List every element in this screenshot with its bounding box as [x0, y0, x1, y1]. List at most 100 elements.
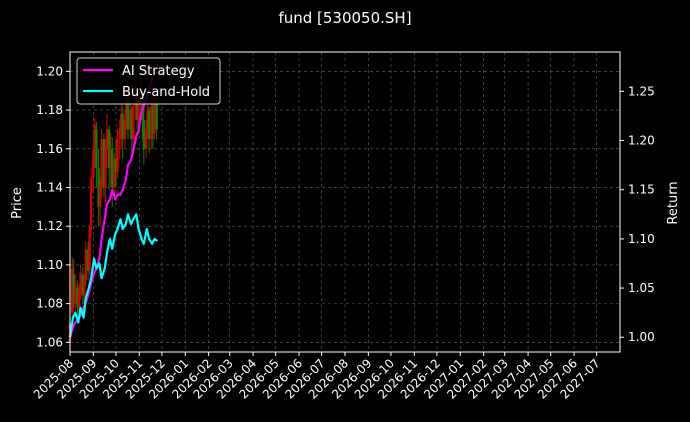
candle-body: [137, 100, 140, 120]
candlestick: [105, 113, 109, 169]
left-y-axis-label: Price: [10, 187, 25, 219]
candlestick: [129, 100, 132, 140]
candlestick: [120, 100, 123, 149]
candle-body: [144, 129, 148, 149]
candle-body: [77, 292, 81, 308]
left-y-axis: 1.06 1.08 1.10 1.12 1.14 1.16 1.18 1.20: [36, 64, 70, 349]
candle-body: [120, 113, 123, 130]
candle-body: [141, 90, 144, 120]
left-y-tick-label: 1.14: [36, 180, 63, 194]
right-y-axis: 1.00 1.05 1.10 1.15 1.20 1.25: [620, 84, 655, 344]
candlestick: [142, 100, 146, 165]
candle-body: [92, 148, 95, 178]
candlestick: [83, 274, 86, 306]
candlestick: [86, 241, 90, 281]
left-y-tick-label: 1.12: [36, 219, 63, 233]
candle-body: [123, 119, 127, 140]
candle-body: [83, 280, 86, 296]
candle-body: [121, 113, 124, 140]
candlestick: [95, 121, 98, 188]
legend-label-buy-and-hold: Buy-and-Hold: [122, 85, 210, 100]
candle-body: [89, 177, 93, 231]
candle-body: [132, 106, 135, 140]
candle-body: [150, 106, 153, 140]
right-y-tick-label: 1.00: [628, 330, 655, 344]
candlestick: [121, 106, 124, 159]
candlesticks: [68, 75, 158, 347]
left-y-tick-label: 1.06: [36, 335, 63, 349]
candlestick: [130, 106, 133, 159]
candlestick: [107, 125, 111, 192]
candlestick: [89, 168, 93, 236]
right-y-tick-label: 1.10: [628, 232, 655, 246]
candle-body: [146, 110, 149, 130]
right-y-axis-label: Return: [666, 181, 681, 224]
right-y-tick-label: 1.20: [628, 134, 655, 148]
left-y-tick-label: 1.08: [36, 297, 63, 311]
left-y-tick-label: 1.10: [36, 258, 63, 272]
candle-body: [129, 110, 132, 130]
series-lines: [68, 70, 159, 338]
candlestick: [93, 117, 97, 169]
candlestick: [88, 226, 91, 275]
left-y-tick-label: 1.16: [36, 142, 63, 156]
candlestick: [79, 264, 82, 300]
candle-body: [71, 268, 74, 314]
candlestick: [84, 241, 88, 287]
legend-label-ai-strategy: AI Strategy: [122, 64, 195, 79]
candle-body: [126, 100, 130, 130]
candlestick: [116, 129, 119, 178]
candlestick: [118, 119, 121, 159]
candlestick: [102, 133, 106, 198]
candle-body: [93, 125, 97, 149]
candle-body: [125, 100, 128, 120]
candlestick: [98, 177, 102, 227]
candle-body: [97, 168, 100, 207]
candle-body: [109, 148, 112, 169]
right-y-tick-label: 1.05: [628, 281, 655, 295]
candle-body: [104, 148, 107, 188]
candlestick: [92, 133, 95, 192]
candle-body: [102, 139, 106, 188]
candlestick: [144, 119, 148, 159]
candle-body: [110, 148, 114, 188]
candlestick: [104, 139, 107, 203]
right-y-tick-label: 1.25: [628, 84, 655, 98]
candlestick: [72, 259, 75, 308]
left-y-tick-label: 1.18: [36, 103, 63, 117]
candle-body: [151, 106, 155, 134]
candle-body: [79, 272, 82, 294]
candle-body: [76, 288, 79, 308]
candlestick: [76, 280, 79, 323]
candlestick: [110, 137, 114, 207]
candle-body: [74, 284, 77, 304]
right-y-tick-label: 1.15: [628, 183, 655, 197]
candle-body: [153, 94, 156, 134]
buy-and-hold-line: [68, 213, 159, 338]
candlestick: [151, 98, 155, 149]
candle-body: [114, 158, 118, 172]
candlestick: [109, 133, 112, 188]
candlestick: [113, 152, 116, 198]
candle-body: [98, 187, 102, 207]
candlestick: [123, 110, 127, 149]
candle-body: [107, 129, 111, 169]
candlestick: [114, 139, 118, 188]
candle-body: [147, 110, 151, 140]
candle-body: [105, 129, 109, 149]
legend: AI Strategy Buy-and-Hold: [76, 57, 221, 105]
candle-body: [100, 139, 103, 188]
candle-body: [130, 110, 133, 140]
candle-body: [116, 139, 119, 172]
candlestick: [147, 106, 151, 153]
candle-body: [95, 129, 98, 169]
candle-body: [72, 274, 75, 304]
candle-body: [113, 158, 116, 188]
candle-body: [86, 249, 90, 271]
candlestick: [71, 257, 74, 320]
candlestick: [100, 129, 103, 198]
candlestick: [81, 266, 85, 304]
left-y-tick-label: 1.20: [36, 64, 63, 78]
chart-title: fund [530050.SH]: [278, 9, 411, 27]
candle-body: [118, 129, 121, 140]
